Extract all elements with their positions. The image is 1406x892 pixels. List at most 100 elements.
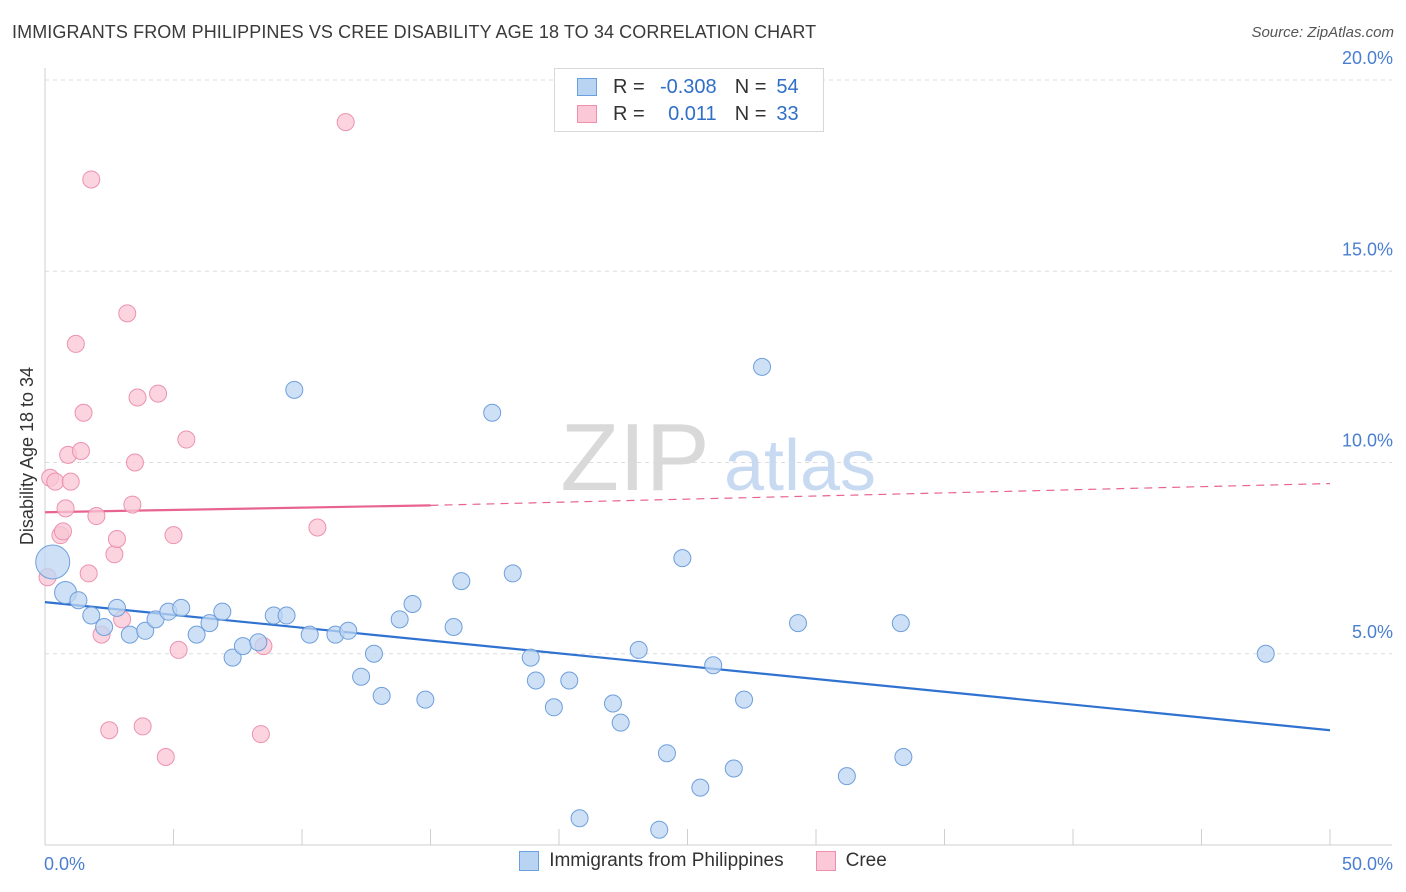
cree-point — [61, 472, 80, 491]
y-tick-label: 5.0% — [1352, 622, 1393, 642]
watermark-atlas: atlas — [724, 426, 876, 506]
cree-point — [133, 717, 152, 736]
philippines-point — [82, 606, 101, 625]
philippines-point — [372, 686, 391, 705]
philippines-point — [724, 759, 743, 778]
cree-point — [105, 545, 124, 564]
philippines-point — [691, 778, 710, 797]
cree-point — [164, 526, 183, 545]
cree-point — [308, 518, 327, 537]
cree-point — [79, 564, 98, 583]
y-axis-title: Disability Age 18 to 34 — [17, 367, 37, 545]
legend-n-value: 33 — [776, 102, 799, 125]
legend-r-value: 0.011 — [668, 102, 717, 125]
philippines-point — [891, 614, 910, 633]
philippines-point — [526, 671, 545, 690]
cree-point — [74, 403, 93, 422]
x-tick-label: 0.0% — [44, 854, 85, 874]
philippines-point — [285, 380, 304, 399]
cree-point — [100, 721, 119, 740]
philippines-point — [735, 690, 754, 709]
philippines-point — [503, 564, 522, 583]
legend-r-label: R = — [613, 75, 645, 98]
philippines-point — [444, 617, 463, 636]
legend-swatch-blue — [577, 78, 597, 96]
philippines-point — [390, 610, 409, 629]
watermark: ZIP atlas — [560, 404, 876, 511]
philippines-point — [69, 591, 88, 610]
philippines-point — [483, 403, 502, 422]
cree-point — [46, 472, 65, 491]
series-legend-item-cree[interactable]: Cree — [815, 850, 887, 872]
philippines-point — [403, 595, 422, 614]
philippines-point — [213, 602, 232, 621]
watermark-zip: ZIP — [560, 404, 709, 511]
series-legend-label: Immigrants from Philippines — [549, 850, 784, 871]
philippines-point — [452, 572, 471, 591]
philippines-point — [416, 690, 435, 709]
cree-point — [123, 495, 142, 514]
label-layer: 5.0% 10.0% 15.0% 20.0% 0.0% 50.0% Disability A… — [17, 48, 1393, 874]
philippines-point — [603, 694, 622, 713]
philippines-point — [521, 648, 540, 667]
cree-point — [53, 522, 72, 541]
legend-row-philippines: R = -0.308 N = 54 — [577, 74, 799, 100]
cree-point — [336, 113, 355, 132]
philippines-point — [837, 767, 856, 786]
cree-point — [56, 499, 75, 518]
series-legend: Immigrants from Philippines Cree — [0, 850, 1406, 872]
cree-point — [149, 384, 168, 403]
series-swatch-blue — [519, 851, 540, 871]
philippines-point — [560, 671, 579, 690]
philippines-point — [223, 648, 242, 667]
series-legend-item-philippines[interactable]: Immigrants from Philippines — [519, 850, 784, 872]
philippines-point — [107, 598, 126, 617]
trend-layer — [44, 482, 1331, 732]
axis-layer — [44, 68, 1392, 846]
philippines-point — [1256, 644, 1275, 663]
cree-point — [177, 430, 196, 449]
chart-title: IMMIGRANTS FROM PHILIPPINES VS CREE DISA… — [12, 22, 817, 42]
correlation-legend: R = -0.308 N = 54 R = 0.011 N = 33 — [554, 68, 824, 132]
cree-point — [71, 442, 90, 461]
cree-point — [82, 170, 101, 189]
philippines-point — [172, 598, 191, 617]
cree-point — [128, 388, 147, 407]
legend-n-label: N = — [734, 75, 767, 98]
philippines-point — [200, 614, 219, 633]
cree-point — [156, 748, 175, 767]
philippines-point — [544, 698, 563, 717]
y-tick-label: 10.0% — [1342, 431, 1393, 451]
philippines-point — [753, 357, 772, 376]
legend-n-label: N = — [734, 102, 767, 125]
cree-trend-line — [44, 504, 431, 514]
grid-layer — [45, 79, 1392, 655]
legend-swatch-pink — [577, 105, 597, 123]
legend-n-value: 54 — [776, 75, 799, 98]
points-layer — [35, 113, 1275, 839]
y-tick-label: 20.0% — [1342, 48, 1393, 68]
philippines-point — [300, 625, 319, 644]
philippines-point — [249, 633, 268, 652]
legend-row-cree: R = 0.011 N = 33 — [577, 101, 799, 127]
philippines-point — [789, 614, 808, 633]
philippines-point — [352, 667, 371, 686]
cree-point — [118, 304, 137, 323]
philippines-point — [233, 637, 252, 656]
philippines-point — [120, 625, 139, 644]
philippines-point — [657, 744, 676, 763]
philippines-point — [704, 656, 723, 675]
philippines-point — [277, 606, 296, 625]
philippines-point — [629, 640, 648, 659]
x-tick-label: 50.0% — [1342, 854, 1393, 874]
series-legend-label: Cree — [845, 850, 887, 871]
philippines-point — [364, 644, 383, 663]
philippines-point — [673, 549, 692, 568]
y-tick-label: 15.0% — [1342, 239, 1393, 259]
philippines-point — [570, 809, 589, 828]
philippines-point — [35, 544, 71, 580]
cree-point — [107, 530, 126, 548]
philippines-point — [95, 617, 114, 636]
